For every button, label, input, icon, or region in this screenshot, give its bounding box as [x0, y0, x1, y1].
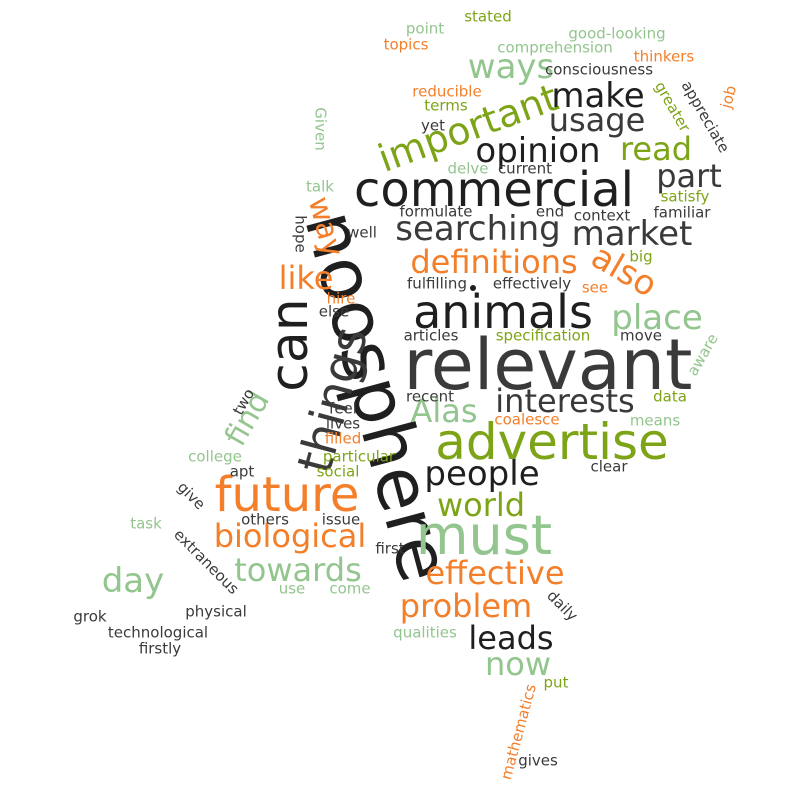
word-give: give	[173, 478, 209, 514]
word-like: like	[278, 259, 334, 297]
word-market: market	[571, 214, 693, 254]
word-can: can	[260, 298, 320, 392]
word-biological: biological	[213, 517, 367, 555]
word-comprehension: comprehension	[497, 38, 613, 57]
word-else: else	[318, 302, 350, 321]
word-apt: apt	[229, 462, 255, 481]
word-articles: articles	[403, 326, 459, 345]
word-recent: recent	[406, 387, 454, 406]
word-context: context	[573, 206, 631, 225]
word-qualities: qualities	[393, 623, 457, 642]
word-relevant: relevant	[403, 324, 693, 406]
word-delve: delve	[447, 159, 489, 178]
word-hope: hope	[291, 215, 310, 253]
word-job: job	[716, 83, 741, 111]
word-yet: yet	[421, 116, 445, 135]
word-coalesce: coalesce	[494, 410, 560, 429]
word-specification: specification	[495, 326, 591, 345]
word-must: must	[415, 504, 553, 567]
word-point: point	[405, 19, 445, 38]
word-towards: towards	[234, 551, 362, 589]
word-usage: usage	[548, 101, 646, 139]
word-ways: ways	[467, 47, 555, 87]
word-talk: talk	[306, 177, 334, 196]
word-big: big	[629, 247, 653, 266]
word-stated: stated	[464, 7, 512, 26]
word-others: others	[241, 510, 289, 529]
word-data: data	[653, 387, 687, 406]
word-searching: searching	[395, 209, 561, 249]
word-animals: animals	[413, 285, 593, 339]
word-social: social	[316, 462, 360, 481]
word-effectively: effectively	[492, 274, 572, 293]
word-see: see	[581, 278, 609, 297]
word-thinkers: thinkers	[633, 47, 695, 66]
word-move: move	[620, 326, 662, 345]
word-now: now	[484, 645, 552, 683]
word-hire: hire	[326, 289, 356, 308]
word-clear: clear	[590, 457, 628, 476]
word-people: people	[424, 454, 540, 494]
word-use: use	[278, 579, 306, 598]
word-task: task	[130, 514, 162, 533]
word-alas: Alas	[410, 392, 478, 430]
word-future: future	[214, 467, 360, 523]
word-definitions: definitions	[410, 243, 578, 281]
word-put: put	[543, 673, 569, 692]
word-make: make	[551, 76, 645, 116]
word-college: college	[188, 447, 242, 466]
word-world: world	[436, 486, 526, 524]
word-problem: problem	[399, 587, 533, 625]
word-come: come	[329, 579, 371, 598]
word-leads: leads	[468, 619, 554, 657]
word-day: day	[101, 561, 165, 601]
word-grok: grok	[73, 607, 107, 626]
word-formulate: formulate	[399, 202, 473, 221]
word-lives: lives	[325, 414, 361, 433]
word-familiar: familiar	[653, 203, 711, 222]
word-filled: filled	[324, 429, 362, 448]
word-given: Given	[311, 107, 330, 151]
word-end: end	[535, 202, 565, 221]
word-physical: physical	[185, 602, 247, 621]
word-good-looking: good-looking	[568, 24, 666, 43]
word-technological: technological	[107, 623, 209, 642]
word-opinion: opinion	[475, 131, 601, 171]
word-means: means	[629, 411, 681, 430]
word-gives: gives	[518, 751, 558, 770]
word-place: place	[611, 298, 703, 338]
word-current: current	[497, 159, 553, 178]
word-particular: particular	[322, 447, 396, 466]
word-reducible: reducible	[412, 82, 482, 101]
dot-mark	[470, 285, 476, 291]
word-interests: interests	[495, 382, 635, 420]
word-terms: terms	[424, 96, 468, 115]
word-firstly: firstly	[138, 639, 182, 658]
word-topics: topics	[383, 35, 429, 54]
word-read: read	[619, 130, 693, 168]
word-part: part	[656, 157, 722, 195]
word-first: first	[375, 539, 405, 558]
word-issue: issue	[321, 510, 361, 529]
word-commercial: commercial	[354, 162, 634, 218]
word-fulfilling: fulfilling	[407, 274, 467, 293]
word-consciousness: consciousness	[544, 60, 654, 79]
word-effective: effective	[425, 554, 565, 592]
word-feel: feel	[329, 399, 357, 418]
word-well: well	[347, 223, 377, 242]
word-advertise: advertise	[435, 413, 669, 471]
word-satisfy: satisfy	[660, 187, 710, 206]
